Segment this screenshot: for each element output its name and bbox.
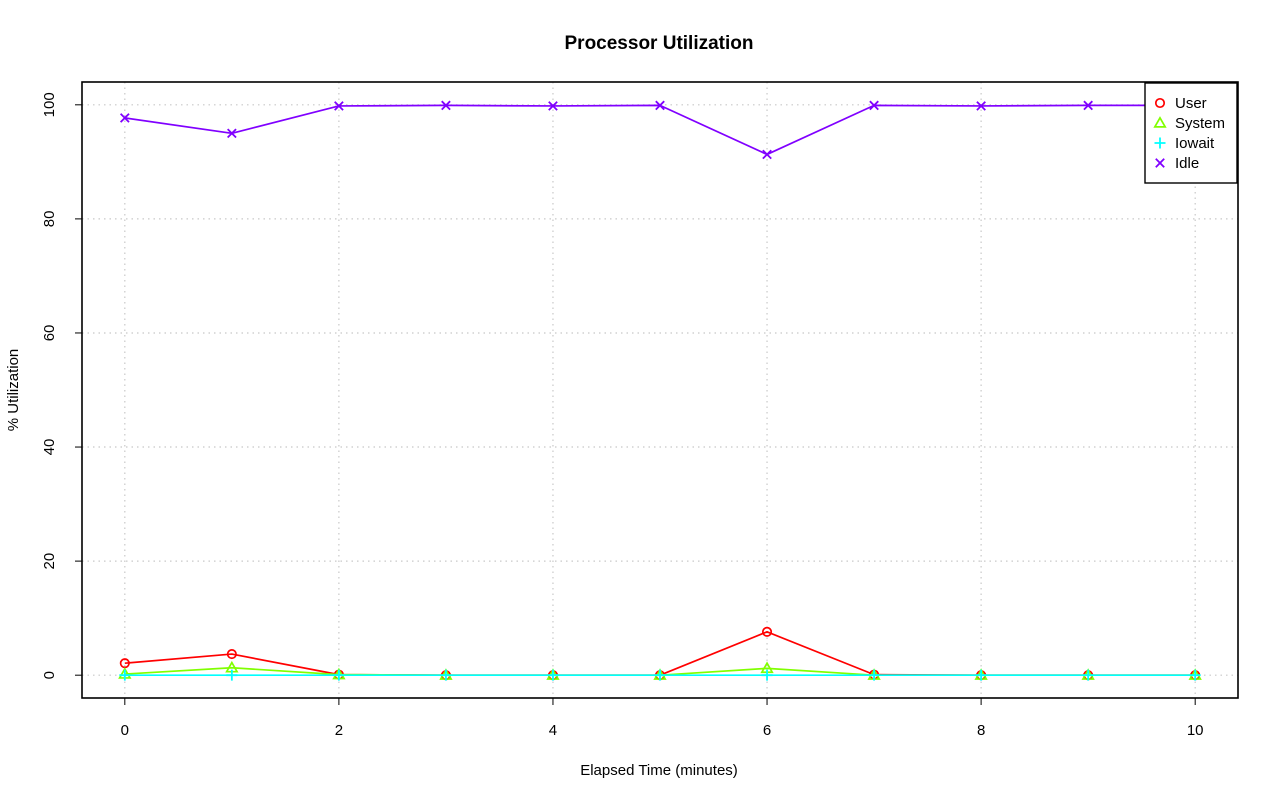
data-point-idle (441, 100, 451, 111)
data-point-iowait (226, 669, 238, 681)
x-tick-label: 0 (121, 722, 129, 739)
chart-title: Processor Utilization (565, 33, 754, 54)
data-point-idle (869, 100, 879, 111)
legend-item-user: User (1154, 95, 1207, 112)
grid-lines (82, 82, 1238, 698)
legend-label-system: System (1175, 115, 1225, 132)
data-point-iowait (440, 669, 452, 681)
legend-item-idle: Idle (1155, 155, 1199, 172)
legend-label-idle: Idle (1175, 155, 1199, 172)
data-point-iowait (1082, 669, 1094, 681)
legend-marker-user (1154, 97, 1166, 109)
y-tick-label: 100 (41, 92, 58, 117)
series-idle (119, 100, 1201, 160)
data-point-user (761, 626, 773, 637)
x-tick-label: 6 (763, 722, 771, 739)
data-point-iowait (975, 669, 987, 681)
x-axis-label: Elapsed Time (minutes) (580, 762, 738, 779)
data-point-iowait (547, 669, 559, 681)
data-point-idle (655, 100, 665, 111)
legend-item-iowait: Iowait (1154, 135, 1215, 152)
series-line-idle (124, 104, 1196, 156)
data-point-idle (976, 101, 986, 111)
x-tick-label: 8 (977, 722, 985, 739)
data-point-iowait (1189, 669, 1201, 681)
data-point-iowait (119, 669, 131, 681)
x-tick-label: 4 (549, 722, 557, 739)
legend: User System Iowait Idle (1144, 82, 1238, 184)
series-iowait (119, 669, 1201, 681)
plot-area-frame (81, 81, 1239, 699)
data-point-idle (227, 128, 237, 139)
data-point-iowait (868, 669, 880, 681)
data-point-iowait (761, 669, 773, 681)
data-point-idle (334, 101, 344, 111)
legend-marker-iowait (1154, 137, 1166, 149)
legend-box (1144, 82, 1238, 184)
data-point-iowait (654, 669, 666, 681)
y-tick-label: 40 (41, 439, 58, 456)
y-tick-label: 20 (41, 553, 58, 570)
series-lines (118, 100, 1202, 681)
data-point-idle (762, 149, 772, 160)
y-tick-label: 60 (41, 325, 58, 342)
data-point-idle (1083, 100, 1093, 111)
y-tick-label: 0 (41, 671, 58, 679)
x-tick-label: 10 (1187, 722, 1204, 739)
legend-marker-system (1153, 116, 1167, 128)
legend-label-user: User (1175, 95, 1207, 112)
data-point-idle (548, 101, 558, 111)
x-tick-label: 2 (335, 722, 343, 739)
legend-label-iowait: Iowait (1175, 135, 1215, 152)
legend-item-system: System (1153, 115, 1225, 132)
data-point-iowait (333, 669, 345, 681)
data-point-user (226, 649, 237, 660)
legend-marker-idle (1155, 158, 1165, 168)
data-point-idle (119, 113, 130, 123)
y-tick-label: 80 (41, 211, 58, 228)
y-axis-label: % Utilization (5, 349, 22, 432)
